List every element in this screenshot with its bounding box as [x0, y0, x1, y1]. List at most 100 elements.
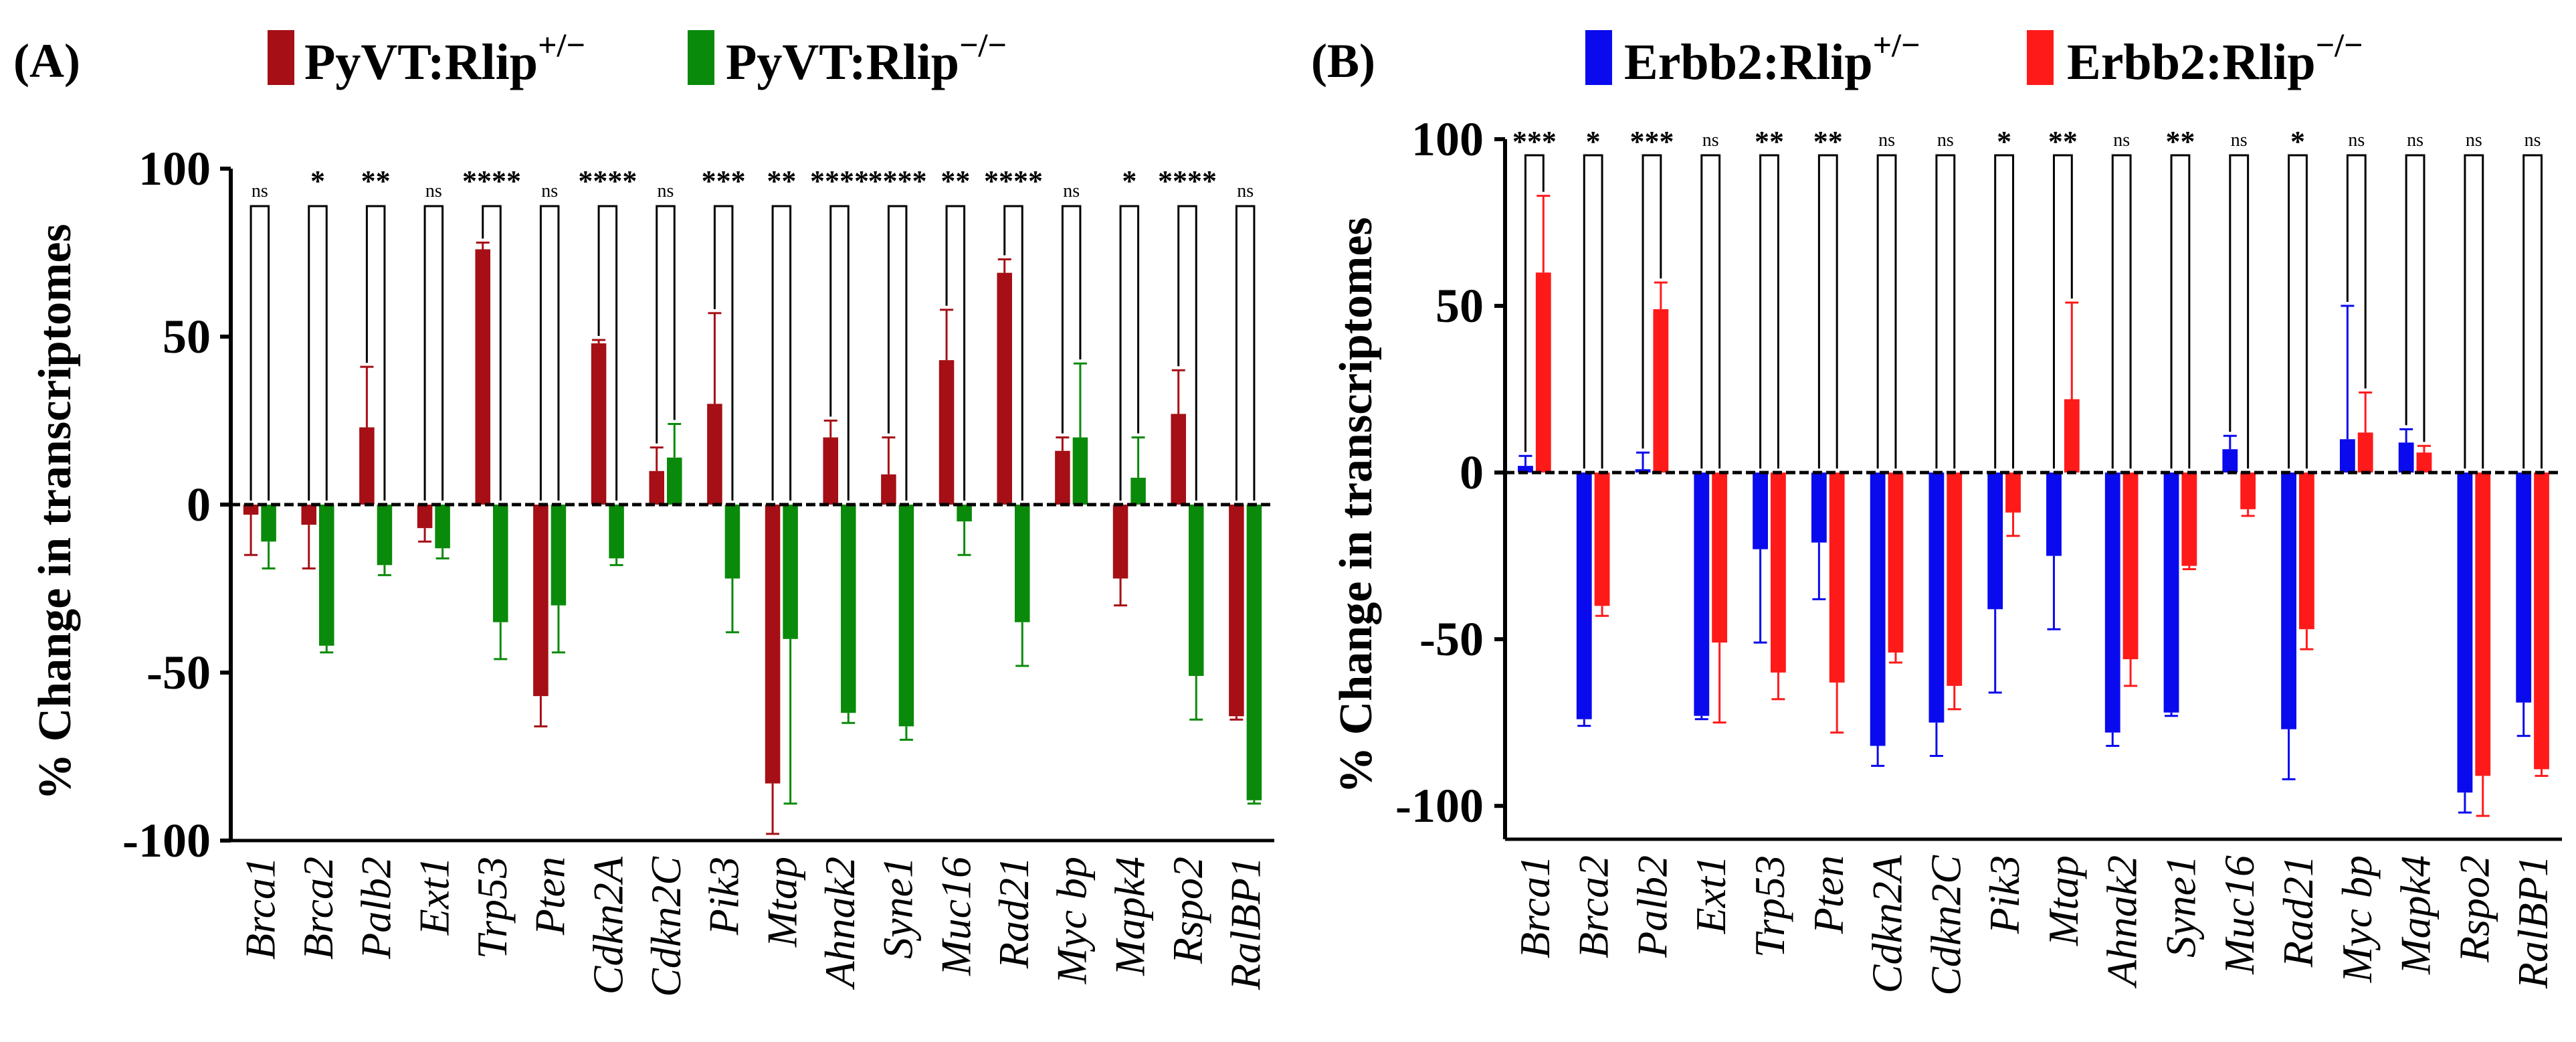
significance-bracket: [308, 205, 328, 501]
significance-label: ns: [1702, 130, 1719, 151]
bar-b-s1-ralbp1: [2516, 472, 2532, 703]
bar-a-s2-syne1: [898, 505, 914, 727]
bar-b-s2-cdkn2a: [1888, 472, 1904, 653]
bar-a-s2-ralbp1: [1246, 505, 1262, 800]
x-tick-label: Muc16: [932, 857, 979, 976]
bar-b-s1-muc16: [2222, 449, 2238, 473]
bar-b-s1-cdkn2a: [1870, 472, 1886, 746]
bar-a-s1-syne1: [881, 474, 896, 505]
significance-bracket: [1759, 154, 1779, 469]
significance-bracket: [1583, 154, 1603, 469]
panel-b-legend: Erbb2:Rlip+/− Erbb2:Rlip−/−: [1585, 26, 2363, 90]
significance-bracket: [423, 205, 444, 501]
bar-a-s1-myc-bp: [1055, 450, 1070, 505]
bar-b-s2-pik3: [2005, 472, 2021, 513]
significance-bracket: [250, 205, 270, 501]
significance-bracket: [2464, 154, 2484, 469]
bar-b-s2-ahnak2: [2122, 472, 2139, 660]
significance-bracket: [2111, 154, 2132, 469]
bar-a-s1-brca2: [301, 505, 316, 525]
x-tick-label: Pik3: [700, 857, 748, 936]
panel-b-label: (B): [1311, 34, 1375, 88]
x-tick-label: Pten: [1805, 855, 1852, 934]
significance-bracket: [887, 205, 908, 501]
legend-b-swatch-1: [1585, 30, 1612, 85]
significance-label: ns: [252, 181, 268, 201]
legend-b-label-2: Erbb2:Rlip−/−: [2067, 26, 2363, 90]
y-tick-label: 0: [1460, 446, 1484, 499]
x-tick-label: Pik3: [1981, 855, 2028, 934]
bar-a-s2-brca2: [319, 505, 334, 646]
x-tick-label: Myc bp: [2333, 855, 2381, 983]
bar-a-s2-rspo2: [1189, 505, 1204, 677]
significance-label: ****: [984, 165, 1043, 197]
legend-a-label-2: PyVT:Rlip−/−: [726, 26, 1007, 90]
x-tick-label: Brca1: [1511, 855, 1559, 958]
bar-a-s1-ralbp1: [1229, 505, 1244, 717]
significance-bracket: [1700, 154, 1721, 469]
x-tick-label: Ext1: [1687, 855, 1735, 934]
bar-a-s1-ext1: [417, 505, 433, 529]
bar-b-s2-brca1: [1535, 272, 1551, 473]
bar-a-s1-palb2: [359, 427, 375, 505]
bar-b-s1-mapk4: [2398, 442, 2414, 473]
significance-label: ns: [541, 181, 558, 201]
y-tick-label: 100: [138, 142, 211, 195]
significance-bracket: [1119, 205, 1140, 501]
bar-b-s1-ext1: [1694, 472, 1710, 716]
significance-bracket: [1994, 154, 2015, 469]
x-tick-label: Palb2: [353, 857, 400, 960]
bar-a-s2-ahnak2: [841, 505, 856, 713]
bar-a-s1-pten: [533, 505, 549, 697]
bar-b-s2-ext1: [1712, 472, 1728, 643]
x-tick-label: Syne1: [2157, 855, 2204, 958]
bar-a-s2-mtap: [783, 505, 798, 639]
y-tick-label: -100: [1395, 779, 1484, 833]
bar-a-s2-brca1: [261, 505, 276, 542]
panel-a-label: (A): [13, 34, 80, 88]
significance-bracket: [1061, 205, 1082, 434]
panel-a-legend: PyVT:Rlip+/− PyVT:Rlip−/−: [268, 26, 1007, 90]
significance-label: ns: [2231, 130, 2248, 151]
x-tick-label: Mtap: [758, 857, 805, 948]
bar-a-s1-mtap: [765, 505, 781, 784]
bar-a-s1-pik3: [707, 404, 722, 505]
x-tick-label: Pten: [526, 857, 574, 936]
x-tick-label: Cdkn2C: [642, 856, 690, 997]
legend-a-swatch-1: [268, 30, 294, 85]
significance-label: **: [1813, 125, 1843, 158]
x-tick-label: Ahnak2: [816, 857, 864, 990]
significance-label: *: [1997, 125, 2011, 158]
significance-label: **: [940, 165, 970, 197]
significance-label: ***: [702, 165, 746, 197]
x-tick-label: Brca1: [236, 857, 284, 960]
y-tick-label: 50: [163, 310, 211, 363]
significance-bracket: [1642, 154, 1662, 449]
significance-label: ns: [2113, 130, 2130, 151]
x-tick-label: Myc bp: [1048, 857, 1096, 984]
significance-bracket: [1003, 205, 1023, 501]
bar-a-s2-ext1: [435, 505, 450, 549]
bar-b-s2-rad21: [2299, 472, 2314, 630]
y-tick-label: 100: [1411, 112, 1484, 166]
significance-bracket: [2052, 154, 2073, 469]
significance-bracket: [829, 205, 850, 501]
significance-bracket: [2522, 154, 2543, 469]
bar-a-s2-cdkn2c: [667, 457, 682, 505]
bar-a-s1-ahnak2: [823, 437, 838, 505]
x-tick-label: Mapk4: [2392, 855, 2440, 975]
bar-b-s1-syne1: [2163, 472, 2179, 713]
significance-label: ns: [425, 181, 442, 201]
significance-label: ****: [810, 165, 869, 197]
bar-a-s1-cdkn2c: [649, 470, 664, 505]
bar-b-s2-mtap: [2064, 399, 2080, 473]
x-tick-label: Trp53: [1746, 855, 1793, 958]
panel-a-chart: (A) PyVT:Rlip+/− PyVT:Rlip−/− % Change i…: [13, 26, 1274, 997]
bar-a-s1-rspo2: [1171, 414, 1186, 505]
significance-bracket: [771, 205, 792, 501]
significance-label: ns: [2466, 130, 2482, 151]
bar-a-s1-trp53: [475, 249, 490, 505]
bar-b-s1-pik3: [1987, 472, 2003, 610]
bar-b-s1-rad21: [2281, 472, 2296, 729]
